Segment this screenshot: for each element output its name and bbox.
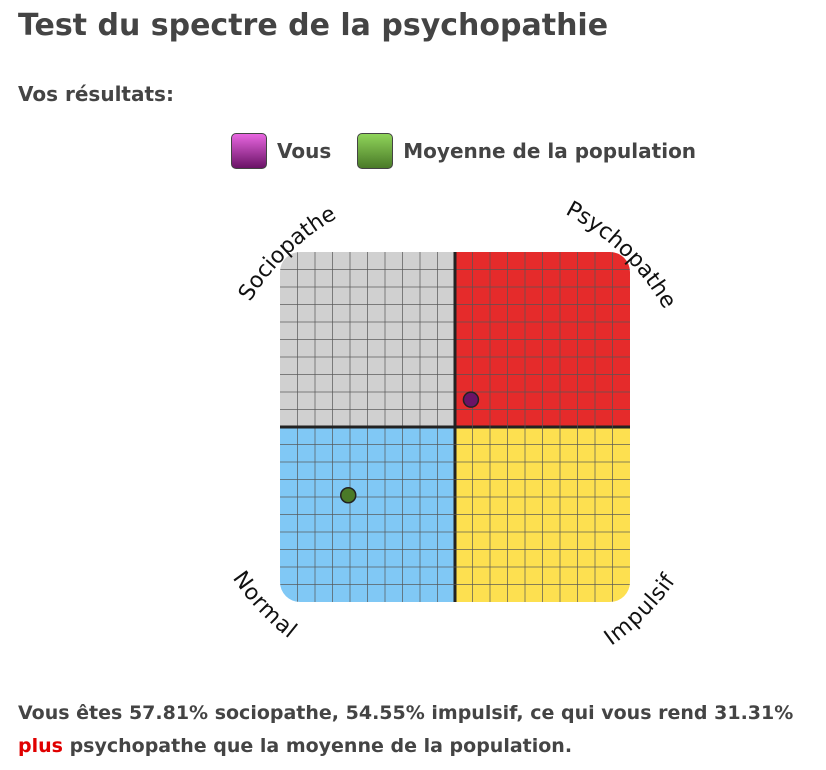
result-highlight: plus — [18, 735, 63, 757]
chart-legend: Vous Moyenne de la population — [231, 133, 722, 169]
legend-label: Moyenne de la population — [403, 139, 697, 163]
page-title: Test du spectre de la psychopathie — [18, 8, 609, 43]
legend-item-you: Vous — [231, 133, 331, 169]
legend-label: Vous — [277, 139, 332, 163]
legend-swatch-average — [357, 133, 394, 169]
legend-item-average: Moyenne de la population — [357, 133, 696, 169]
legend-swatch-you — [231, 133, 267, 169]
point-you — [462, 391, 480, 408]
result-text: Vous êtes 57.81% sociopathe, 54.55% impu… — [18, 697, 818, 763]
point-population-average — [340, 487, 357, 504]
result-suffix: psychopathe que la moyenne de la populat… — [62, 735, 573, 757]
result-prefix: Vous êtes 57.81% sociopathe, 54.55% impu… — [18, 702, 794, 724]
results-heading: Vos résultats: — [18, 82, 174, 106]
